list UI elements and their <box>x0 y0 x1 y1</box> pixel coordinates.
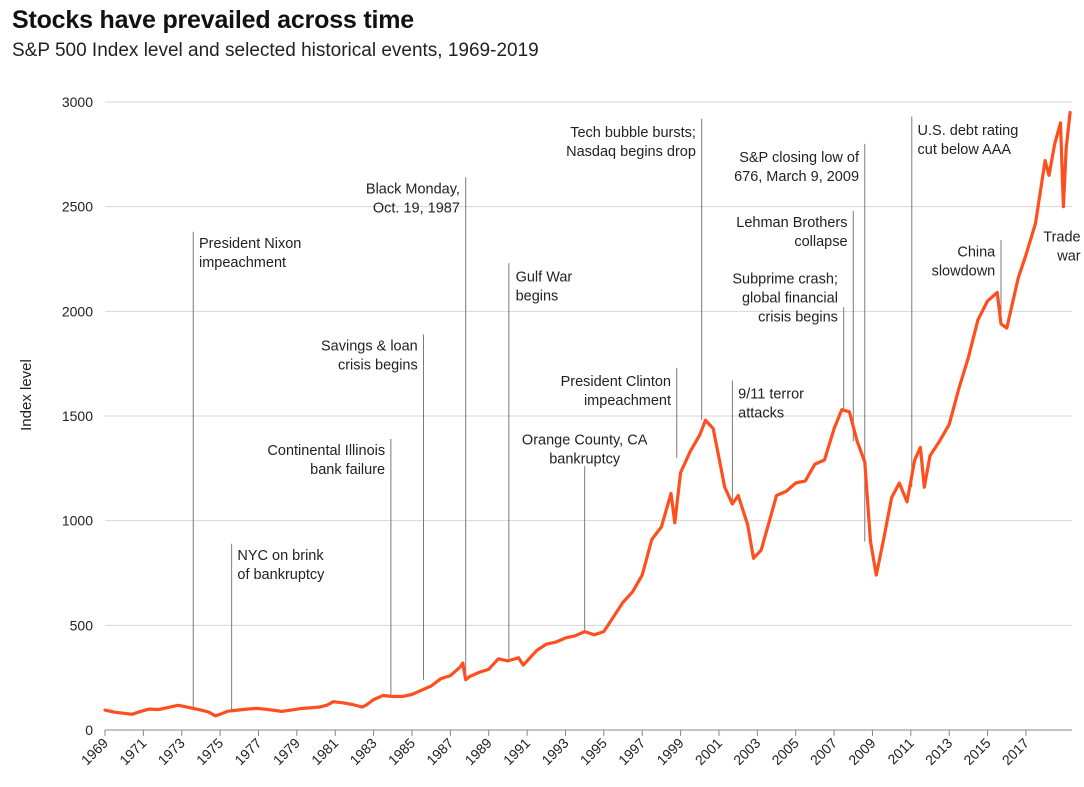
annotation-label: 9/11 terror <box>738 387 804 403</box>
x-tick-label: 1983 <box>346 735 379 768</box>
x-tick-label: 2017 <box>999 735 1032 768</box>
annotation-label: NYC on brink <box>237 548 324 564</box>
x-tick-label: 1989 <box>462 735 495 768</box>
annotation-label: impeachment <box>584 393 671 409</box>
y-tick-label: 1500 <box>62 408 93 424</box>
y-tick-label: 3000 <box>62 94 93 110</box>
annotation-leader-lines <box>192 116 1002 711</box>
y-tick-label: 500 <box>70 617 94 633</box>
annotation-label: Trade <box>1043 230 1080 246</box>
x-tick-label: 2015 <box>960 735 993 768</box>
annotation-label: of bankruptcy <box>237 567 325 583</box>
annotation-label: Savings & loan <box>321 339 418 355</box>
x-tick-label: 1973 <box>155 735 188 768</box>
annotation-label: 676, March 9, 2009 <box>734 169 859 185</box>
x-tick-label: 1969 <box>78 735 111 768</box>
x-tick-label: 1979 <box>270 735 303 768</box>
x-tick-label: 2001 <box>692 735 725 768</box>
annotation-label: bankruptcy <box>549 452 621 468</box>
y-tick-label: 0 <box>85 722 93 738</box>
x-tick-label: 1997 <box>615 735 648 768</box>
x-axis-ticks: 1969 1971 1973 1975 1977 1979 1981 1983 1985 1987… <box>78 730 1032 768</box>
y-tick-label: 1000 <box>62 513 93 529</box>
annotation-label: Oct. 19, 1987 <box>373 201 460 217</box>
x-tick-label: 1995 <box>577 735 610 768</box>
annotation-labels: President Nixon impeachment NYC on brink of… <box>199 123 1081 583</box>
annotation-label: crisis begins <box>758 310 838 326</box>
annotation-label: China <box>957 244 996 260</box>
annotation-label: global financial <box>742 291 838 307</box>
annotation-label: Continental Illinois <box>267 443 385 459</box>
x-tick-label: 1971 <box>116 735 149 768</box>
annotation-label: Gulf War <box>516 269 573 285</box>
gridlines <box>105 101 1072 731</box>
annotation-label: bank failure <box>310 462 385 478</box>
x-tick-label: 1975 <box>193 735 226 768</box>
annotation-label: Lehman Brothers <box>736 215 847 231</box>
annotation-label: Nasdaq begins drop <box>566 144 696 160</box>
annotation-label: Orange County, CA <box>522 433 648 449</box>
annotation-label: President Nixon <box>199 236 301 252</box>
x-tick-label: 2005 <box>768 735 801 768</box>
x-tick-label: 2007 <box>807 735 840 768</box>
x-tick-label: 2009 <box>845 735 878 768</box>
y-axis-label: Index level <box>18 359 35 431</box>
y-tick-label: 2500 <box>62 199 93 215</box>
chart-subtitle: S&P 500 Index level and selected histori… <box>12 40 539 61</box>
x-tick-label: 2011 <box>884 735 917 768</box>
annotation-label: President Clinton <box>561 374 671 390</box>
series-line-sp500 <box>103 110 1072 718</box>
x-tick-label: 1977 <box>231 735 264 768</box>
y-axis-ticks: 0 500 1000 1500 2000 2500 3000 <box>62 94 93 738</box>
annotation-label: Tech bubble bursts; <box>570 125 696 141</box>
annotation-label: crisis begins <box>338 358 418 374</box>
annotation-label: attacks <box>738 406 784 422</box>
x-tick-label: 1991 <box>500 735 533 768</box>
annotation-label: war <box>1056 249 1081 265</box>
annotation-label: begins <box>516 288 559 304</box>
annotation-label: Black Monday, <box>366 182 460 198</box>
annotation-label: slowdown <box>932 263 996 279</box>
annotation-label: S&P closing low of <box>739 150 860 166</box>
x-tick-label: 2013 <box>922 735 955 768</box>
annotation-label: U.S. debt rating <box>918 123 1019 139</box>
x-tick-label: 1987 <box>423 735 456 768</box>
annotation-label: collapse <box>794 234 847 250</box>
x-tick-label: 1981 <box>308 735 341 768</box>
x-tick-label: 1999 <box>653 735 686 768</box>
chart-title: Stocks have prevailed across time <box>12 6 414 34</box>
x-tick-label: 1985 <box>385 735 418 768</box>
annotation-label: impeachment <box>199 255 286 271</box>
y-tick-label: 2000 <box>62 303 93 319</box>
x-tick-label: 1993 <box>538 735 571 768</box>
annotation-label: Subprime crash; <box>732 272 838 288</box>
x-tick-label: 2003 <box>730 735 763 768</box>
annotation-label: cut below AAA <box>918 142 1012 158</box>
